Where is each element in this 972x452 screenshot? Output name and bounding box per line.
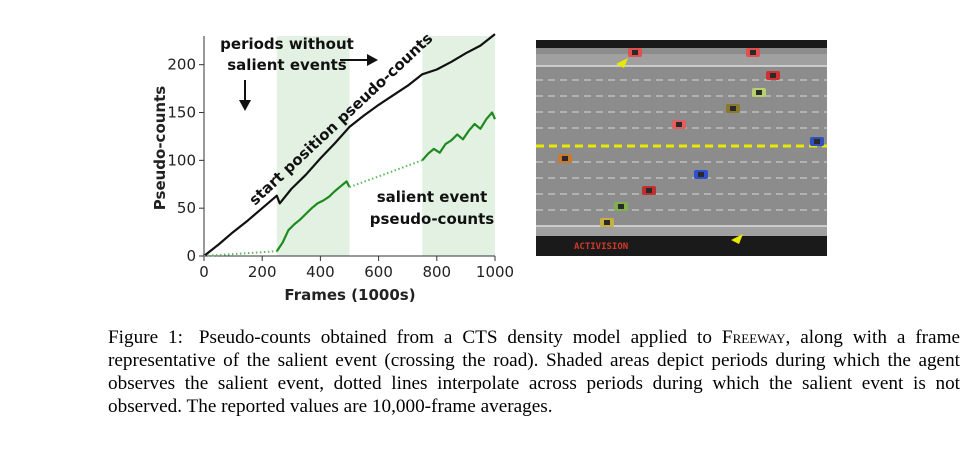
car-window xyxy=(756,90,762,95)
arrow-down-icon xyxy=(239,80,251,111)
series-line-0-0 xyxy=(203,33,496,257)
y-axis-title: Pseudo-counts xyxy=(151,86,169,211)
car-window xyxy=(618,204,624,209)
shaded-region-0 xyxy=(276,36,350,256)
car-window xyxy=(814,139,820,144)
series-line-1-1 xyxy=(421,111,497,162)
figure-caption: Figure 1: Pseudo-counts obtained from a … xyxy=(108,326,960,418)
bottom-sidewalk xyxy=(536,226,827,236)
arrow-right-icon xyxy=(340,54,378,66)
car-window xyxy=(676,122,682,127)
y-tick-label: 150 xyxy=(167,104,196,122)
x-tick-label: 800 xyxy=(422,263,451,281)
annotation-salient-line2: pseudo-counts xyxy=(370,210,495,228)
x-tick-label: 400 xyxy=(306,263,335,281)
car-icon xyxy=(558,154,572,163)
car-icon xyxy=(614,202,628,211)
y-tick-label: 0 xyxy=(186,247,196,265)
car-window xyxy=(646,188,652,193)
car-icon xyxy=(752,88,766,97)
car-window xyxy=(750,50,756,55)
car-window xyxy=(698,172,704,177)
annotation-periods-line2: salient events xyxy=(227,56,347,74)
car-window xyxy=(604,220,610,225)
car-icon xyxy=(810,137,824,146)
car-window xyxy=(730,106,736,111)
car-icon xyxy=(642,186,656,195)
car-icon xyxy=(746,48,760,57)
car-icon xyxy=(726,104,740,113)
tick-marks: 0 200 400 600 800 1000 0 50 100 150 200 xyxy=(167,56,514,281)
x-axis-title: Frames (1000s) xyxy=(284,286,415,304)
freeway-game-frame: ACTIVISION xyxy=(536,40,827,256)
y-tick-label: 200 xyxy=(167,56,196,74)
cars xyxy=(558,48,824,227)
car-icon xyxy=(694,170,708,179)
car-window xyxy=(770,73,776,78)
car-icon xyxy=(600,218,614,227)
series-line-2-0 xyxy=(203,250,277,257)
car-icon xyxy=(628,48,642,57)
chicken-icon xyxy=(616,58,628,68)
car-window xyxy=(562,156,568,161)
y-tick-label: 50 xyxy=(177,199,196,217)
top-sidewalk xyxy=(536,54,827,66)
chart-series xyxy=(203,33,497,257)
caption-text-before: Pseudo-counts obtained from a CTS densit… xyxy=(198,327,712,348)
caption-label: Figure 1: xyxy=(108,327,183,348)
pseudo-count-chart: 0 200 400 600 800 1000 0 50 100 150 200 Frames (10… xyxy=(151,29,514,304)
car-icon xyxy=(766,71,780,80)
annotation-salient-line1: salient event xyxy=(377,188,488,206)
chart-axes xyxy=(203,36,495,257)
car-window xyxy=(632,50,638,55)
shaded-regions xyxy=(276,36,495,256)
caption-game-name: Freeway xyxy=(721,327,786,348)
x-tick-label: 200 xyxy=(248,263,277,281)
series-line-2-1 xyxy=(349,159,423,189)
y-tick-label: 100 xyxy=(167,151,196,169)
annotation-periods-line1: periods without xyxy=(220,35,354,53)
road xyxy=(536,48,827,233)
car-icon xyxy=(672,120,686,129)
shaded-region-1 xyxy=(422,36,495,256)
chicken-icon xyxy=(731,234,743,244)
x-tick-label: 600 xyxy=(364,263,393,281)
x-tick-label: 1000 xyxy=(476,263,514,281)
x-tick-label: 0 xyxy=(199,263,209,281)
series-line-1-0 xyxy=(275,180,351,252)
activision-logo: ACTIVISION xyxy=(574,242,628,252)
caption-text-after: , along with a frame representative of t… xyxy=(108,327,961,417)
